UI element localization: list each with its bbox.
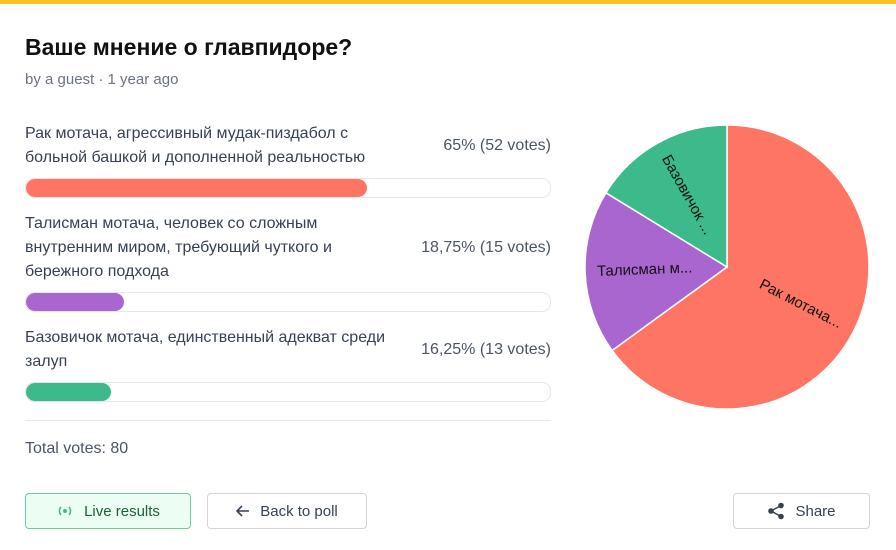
button-label: Live results <box>84 502 160 520</box>
byline: by a guest · 1 year ago <box>25 71 179 88</box>
poll-title: Ваше мнение о главпидоре? <box>25 34 353 60</box>
back-button[interactable]: Back to poll <box>207 493 367 529</box>
bar-track <box>25 178 551 198</box>
options: Рак мотача, агрессивный мудак-пиздабол с… <box>25 122 551 416</box>
share-button[interactable]: Share <box>733 493 870 529</box>
option: Рак мотача, агрессивный мудак-пиздабол с… <box>25 122 551 198</box>
pie-label: Талисман м... <box>597 259 693 280</box>
pie-chart: Рак мотача...Талисман м...Базовичок ... <box>584 124 870 410</box>
option-label: Талисман мотача, человек со сложным внут… <box>25 215 332 280</box>
bar-fill <box>26 293 125 311</box>
divider <box>25 420 551 421</box>
option-result: 65% (52 votes) <box>443 137 551 154</box>
option: Талисман мотача, человек со сложным внут… <box>25 212 551 312</box>
live-icon <box>58 506 72 516</box>
option-result: 18,75% (15 votes) <box>421 239 551 256</box>
total-votes: Total votes: 80 <box>25 440 129 457</box>
pie-slice <box>584 191 729 352</box>
option-label: Базовичок мотача, единственный адекват с… <box>25 329 386 370</box>
pie-slice <box>604 124 728 269</box>
option: Базовичок мотача, единственный адекват с… <box>25 326 551 402</box>
bar-track <box>25 292 551 312</box>
share-icon <box>768 502 785 520</box>
option-label: Рак мотача, агрессивный мудак-пиздабол с… <box>25 125 366 166</box>
button-label: Back to poll <box>260 502 338 520</box>
arrow-icon <box>236 505 250 517</box>
live-results-button[interactable]: Live results <box>25 493 191 529</box>
bar-track <box>25 382 551 402</box>
option-result: 16,25% (13 votes) <box>421 341 551 358</box>
bar-fill <box>26 383 112 401</box>
bar-fill <box>26 179 367 197</box>
button-label: Share <box>795 502 836 520</box>
pie-slice <box>611 124 870 410</box>
